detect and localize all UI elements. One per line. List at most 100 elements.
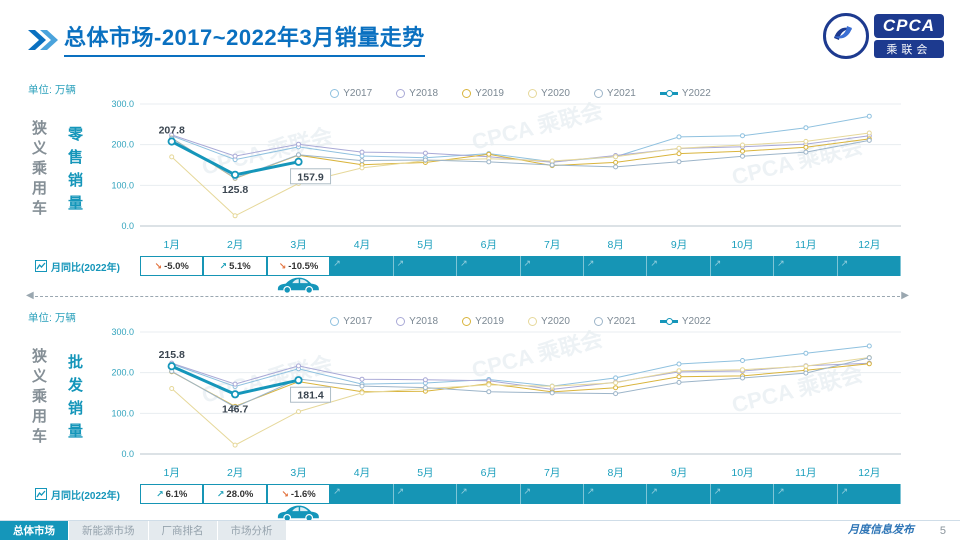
month-label: 6月: [480, 466, 497, 479]
month-axis-retail: 1月 2月 3月 4月 5月 6月 7月 8月 9月 10月 11月 12月: [140, 234, 901, 254]
month-label: 9月: [670, 238, 688, 251]
retail-line-chart: 0.0 100.0 200.0 300.0 207.8 125.8 157.9: [111, 99, 901, 231]
metric-label-wholesale: 批发销量: [66, 354, 83, 446]
month-label: 7月: [544, 238, 561, 251]
yoy-cell: ↘ -5.0%: [141, 257, 203, 275]
metric-label-retail: 零售销量: [66, 126, 83, 218]
legend-item-y2017: Y2017: [330, 316, 372, 327]
svg-text:300.0: 300.0: [111, 99, 134, 109]
legend-item-y2019: Y2019: [462, 88, 504, 99]
month-label: 8月: [607, 238, 624, 251]
cpca-logo-text: CPCA 乘联会: [873, 14, 944, 58]
retail-section: CPCA 乘联会 CPCA 乘联会 CPCA 乘联会 单位: 万辆 狭义乘用车 …: [0, 74, 960, 296]
car-icon: [277, 277, 319, 294]
month-label: 12月: [858, 238, 881, 251]
page-number: 5: [939, 525, 946, 537]
category-label: 狭义乘用车: [30, 348, 47, 448]
yoy-cell: ↘ -1.6%: [267, 485, 330, 503]
yoy-cell: ↗: [330, 256, 394, 276]
svg-text:0.0: 0.0: [121, 221, 134, 231]
legend-item-y2021: Y2021: [593, 316, 636, 327]
legend-item-y2018: Y2018: [396, 88, 438, 99]
yoy-cell: ↗: [584, 484, 648, 504]
arrow-left-icon: ◀: [26, 290, 34, 301]
yoy-cell: ↗: [521, 484, 584, 504]
footer-tab-3[interactable]: 厂商排名: [148, 521, 218, 540]
legend-item-y2020: Y2020: [528, 88, 570, 99]
svg-text:100.0: 100.0: [111, 408, 134, 418]
yoy-cell: ↗: [711, 484, 775, 504]
month-label: 3月: [290, 466, 307, 479]
month-label: 11月: [795, 466, 817, 479]
yoy-cell: ↗: [457, 256, 521, 276]
footer-tab-2[interactable]: 新能源市场: [69, 521, 149, 540]
yoy-cell: ↘ -10.5%: [267, 257, 330, 275]
month-label: 5月: [417, 466, 434, 479]
month-label: 7月: [544, 466, 561, 479]
svg-text:157.9: 157.9: [297, 171, 323, 183]
cpca-logo-emblem-icon: [822, 13, 869, 59]
legend-item-y2018: Y2018: [396, 316, 438, 327]
legend-wholesale: Y2017 Y2018 Y2019 Y2020 Y2021 Y2022: [140, 316, 901, 327]
yoy-cell: ↗: [394, 256, 458, 276]
month-label: 5月: [417, 238, 434, 251]
yoy-cell: ↗ 6.1%: [141, 485, 203, 503]
yoy-label-text: 月同比(2022年): [51, 490, 120, 502]
yoy-cell: ↗ 5.1%: [204, 257, 266, 275]
cpca-logo-sub: 乘联会: [873, 40, 944, 58]
cpca-logo: CPCA 乘联会: [822, 13, 944, 59]
yoy-cell: ↗: [838, 256, 901, 276]
trend-icon: [35, 260, 47, 272]
double-chevron-icon: [28, 30, 58, 50]
yoy-cell: ↗: [774, 484, 838, 504]
yoy-cell: ↗: [647, 484, 711, 504]
arrow-right-icon: ▶: [901, 290, 909, 301]
legend-item-y2020: Y2020: [528, 316, 570, 327]
svg-text:200.0: 200.0: [111, 140, 134, 150]
month-label: 2月: [226, 238, 244, 251]
svg-text:300.0: 300.0: [111, 327, 134, 337]
svg-text:215.8: 215.8: [159, 349, 185, 361]
month-label: 4月: [353, 466, 371, 479]
month-label: 3月: [290, 238, 307, 251]
month-label: 9月: [670, 466, 688, 479]
svg-text:125.8: 125.8: [222, 184, 248, 196]
yoy-cell: ↗: [838, 484, 901, 504]
month-label: 1月: [163, 238, 180, 251]
month-label: 10月: [731, 466, 754, 479]
yoy-label-retail: 月同比(2022年): [33, 256, 140, 276]
legend-item-y2022: Y2022: [659, 316, 711, 327]
month-label: 4月: [353, 238, 371, 251]
wholesale-line-chart: 0.0 100.0 200.0 300.0 215.8 146.7 181.4: [111, 327, 901, 459]
footer-tab-1[interactable]: 总体市场: [0, 521, 69, 540]
yoy-row-wholesale: ↗ 6.1% ↗ 28.0% ↘ -1.6% ↗ ↗ ↗ ↗ ↗ ↗ ↗ ↗ ↗: [140, 484, 901, 504]
legend-item-y2019: Y2019: [462, 316, 504, 327]
wholesale-section: CPCA 乘联会 CPCA 乘联会 CPCA 乘联会 单位: 万辆 狭义乘用车 …: [0, 302, 960, 524]
yoy-label-text: 月同比(2022年): [51, 262, 120, 274]
yoy-cell: ↗: [711, 256, 775, 276]
yoy-row-retail: ↘ -5.0% ↗ 5.1% ↘ -10.5% ↗ ↗ ↗ ↗ ↗ ↗ ↗ ↗ ↗: [140, 256, 901, 276]
publication-label: 月度信息发布: [848, 524, 914, 536]
footer-tab-4[interactable]: 市场分析: [217, 521, 287, 540]
yoy-cell: ↗: [457, 484, 521, 504]
svg-text:200.0: 200.0: [111, 368, 134, 378]
month-axis-wholesale: 1月 2月 3月 4月 5月 6月 7月 8月 9月 10月 11月 12月: [140, 462, 901, 482]
category-label: 狭义乘用车: [30, 120, 47, 220]
yoy-cell: ↗: [584, 256, 648, 276]
footer-bar: 总体市场 新能源市场 厂商排名 市场分析: [0, 520, 960, 540]
month-label: 1月: [163, 466, 180, 479]
yoy-cell: ↗: [647, 256, 711, 276]
svg-text:146.7: 146.7: [222, 403, 248, 415]
month-label: 12月: [858, 466, 881, 479]
section-separator: ◀ ▶: [26, 290, 909, 301]
month-label: 6月: [480, 238, 497, 251]
unit-label: 单位: 万辆: [28, 312, 76, 324]
legend-retail: Y2017 Y2018 Y2019 Y2020 Y2021 Y2022: [140, 88, 901, 99]
svg-text:100.0: 100.0: [111, 180, 134, 190]
cpca-logo-main: CPCA: [873, 14, 944, 38]
yoy-cell: ↗: [774, 256, 838, 276]
unit-label: 单位: 万辆: [28, 84, 76, 96]
svg-text:181.4: 181.4: [297, 390, 323, 402]
legend-item-y2017: Y2017: [330, 88, 372, 99]
